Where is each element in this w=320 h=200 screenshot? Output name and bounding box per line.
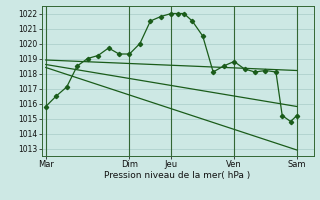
X-axis label: Pression niveau de la mer( hPa ): Pression niveau de la mer( hPa ) [104, 171, 251, 180]
